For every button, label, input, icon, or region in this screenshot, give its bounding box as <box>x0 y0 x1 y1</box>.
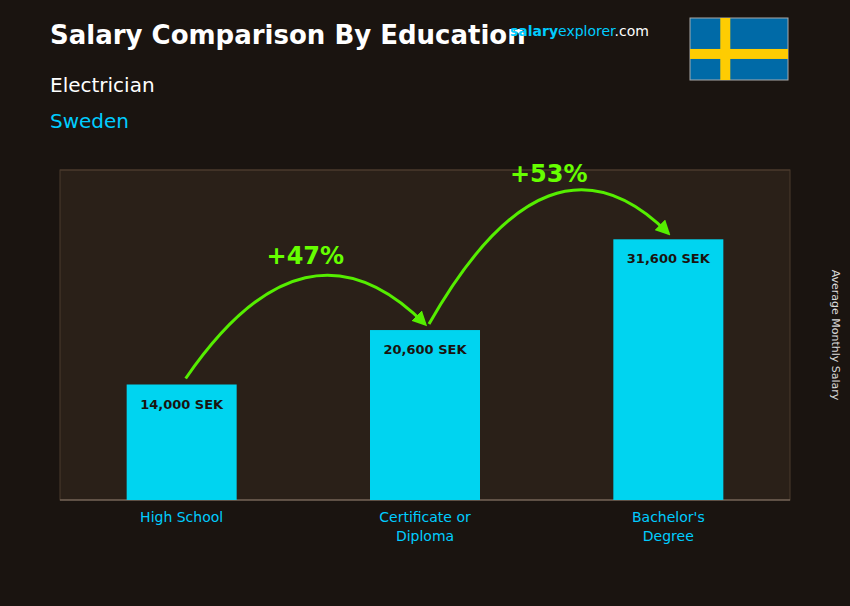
subtitle: Electrician <box>50 73 155 97</box>
flag-field <box>690 18 788 80</box>
change-label: +47% <box>267 242 345 270</box>
change-label: +53% <box>510 160 588 188</box>
category-label: High School <box>140 509 223 525</box>
arrow <box>186 275 425 378</box>
flag-cross <box>690 49 788 59</box>
flag-cross <box>720 18 730 80</box>
watermark: salaryexplorer.com <box>510 23 649 39</box>
background <box>0 0 850 606</box>
watermark-part: .com <box>615 23 649 39</box>
bar <box>370 330 480 500</box>
plot-area <box>60 170 790 500</box>
subtitle: Sweden <box>50 109 129 133</box>
range-top <box>60 170 790 171</box>
category-label: Bachelor'sDegree <box>632 509 705 544</box>
title: Salary Comparison By Education <box>50 20 526 50</box>
watermark-part: salary <box>510 23 558 39</box>
data-label: 20,600 SEK <box>383 342 467 357</box>
y-label: Average Monthly Salary <box>829 270 842 401</box>
arrow <box>429 190 668 324</box>
data-label: 31,600 SEK <box>627 251 711 266</box>
data-label: 14,000 SEK <box>140 397 224 412</box>
chart: Salary Comparison By Educationsalaryexpl… <box>0 0 850 606</box>
flag <box>690 18 788 80</box>
bar <box>613 239 723 500</box>
watermark-part: explorer <box>558 23 616 39</box>
bars <box>127 239 724 500</box>
bar <box>127 385 237 501</box>
category-label: Certificate orDiploma <box>379 509 471 544</box>
